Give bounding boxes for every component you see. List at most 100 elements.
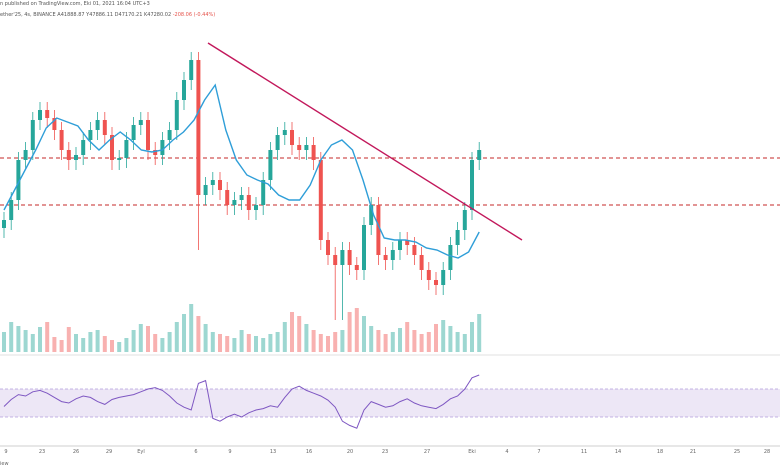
symbol-label: ether'25, 4s, BINANCE bbox=[0, 12, 56, 18]
volume-bar bbox=[434, 324, 438, 352]
volume-bar bbox=[362, 316, 366, 352]
volume-bar bbox=[441, 320, 446, 352]
volume-bar bbox=[398, 328, 402, 352]
candle-body bbox=[419, 255, 424, 270]
candle-body bbox=[311, 145, 316, 160]
volume-bar bbox=[261, 338, 266, 352]
volume-bar bbox=[477, 314, 482, 352]
x-tick-label: 4 bbox=[505, 449, 508, 455]
volume-bar bbox=[196, 316, 201, 352]
x-tick-label: 23 bbox=[39, 449, 45, 455]
candle-body bbox=[131, 125, 136, 140]
candle-body bbox=[268, 150, 273, 180]
volume-bar bbox=[74, 334, 78, 352]
volume-bar bbox=[275, 332, 280, 352]
volume-bar bbox=[311, 330, 316, 352]
x-tick-label: 21 bbox=[690, 449, 696, 455]
candle-body bbox=[66, 150, 71, 160]
candle-body bbox=[38, 110, 42, 120]
candle-body bbox=[290, 130, 294, 145]
x-tick-label: 26 bbox=[73, 449, 79, 455]
volume-bar bbox=[189, 304, 194, 352]
volume-bar bbox=[390, 332, 395, 352]
candle-body bbox=[81, 140, 86, 155]
volume-bar bbox=[412, 330, 417, 352]
candle-body bbox=[2, 220, 6, 228]
candle-body bbox=[297, 145, 302, 150]
volume-bar bbox=[23, 330, 28, 352]
candle-body bbox=[203, 185, 208, 195]
x-tick-label: 6 bbox=[194, 449, 197, 455]
candle-body bbox=[182, 80, 186, 100]
volume-bar bbox=[153, 334, 158, 352]
close-value: K47280.02 bbox=[143, 12, 172, 18]
volume-bar bbox=[167, 332, 172, 352]
volume-bar bbox=[347, 312, 352, 352]
volume-bar bbox=[254, 336, 258, 352]
candle-body bbox=[246, 195, 251, 210]
volume-bar bbox=[354, 308, 359, 352]
volume-bar bbox=[38, 327, 42, 352]
volume-bar bbox=[88, 332, 93, 352]
candle-body bbox=[110, 135, 114, 160]
candle-body bbox=[189, 60, 194, 80]
volume-bar bbox=[340, 330, 345, 352]
candle-body bbox=[347, 250, 352, 265]
volume-bar bbox=[462, 334, 467, 352]
volume-bar bbox=[138, 324, 143, 352]
candle-body bbox=[9, 200, 14, 220]
candle-body bbox=[412, 245, 417, 255]
candle-body bbox=[369, 205, 374, 225]
candle-body bbox=[477, 150, 482, 160]
x-tick-label: 7 bbox=[537, 449, 540, 455]
volume-bar bbox=[419, 334, 424, 352]
x-tick-label: 16 bbox=[306, 449, 312, 455]
volume-bar bbox=[174, 322, 179, 352]
candle-body bbox=[261, 180, 266, 205]
candle-body bbox=[333, 255, 338, 265]
candle-body bbox=[218, 180, 222, 190]
candle-body bbox=[239, 195, 244, 200]
volume-bar bbox=[448, 326, 453, 352]
candle-body bbox=[254, 205, 258, 210]
candle-body bbox=[275, 135, 280, 150]
volume-bar bbox=[426, 332, 431, 352]
ohlc-line: ether'25, 4s, BINANCE A41888.87 Y47886.1… bbox=[0, 12, 215, 18]
volume-bar bbox=[16, 326, 21, 352]
candle-body bbox=[16, 160, 21, 200]
volume-bar bbox=[225, 336, 230, 352]
volume-bar bbox=[30, 334, 35, 352]
volume-bar bbox=[95, 330, 100, 352]
candle-body bbox=[232, 200, 237, 205]
candle-body bbox=[74, 155, 78, 160]
candle-body bbox=[153, 150, 158, 155]
candle-body bbox=[354, 265, 359, 270]
volume-bar bbox=[455, 332, 460, 352]
x-tick-label: Eyl bbox=[137, 449, 145, 455]
volume-bar bbox=[383, 334, 388, 352]
trendline bbox=[207, 42, 523, 241]
volume-bar bbox=[45, 322, 50, 352]
candle-body bbox=[210, 180, 215, 185]
candle-body bbox=[405, 240, 410, 245]
x-tick-label: 20 bbox=[347, 449, 353, 455]
x-tick-label: 29 bbox=[106, 449, 112, 455]
candle-body bbox=[376, 205, 381, 255]
candle-body bbox=[117, 158, 122, 160]
volume-bar bbox=[102, 336, 107, 352]
candle-body bbox=[383, 255, 388, 260]
candle-body bbox=[102, 120, 107, 135]
candle-body bbox=[52, 118, 57, 130]
candle-body bbox=[167, 130, 172, 140]
candle-body bbox=[146, 120, 150, 150]
volume-bar bbox=[110, 340, 114, 352]
open-value: 41888.87 bbox=[60, 12, 85, 18]
candle-body bbox=[23, 150, 28, 160]
x-tick-label: Eki bbox=[468, 449, 475, 455]
volume-bar bbox=[203, 324, 208, 352]
candle-body bbox=[326, 240, 330, 255]
candle-body bbox=[304, 145, 309, 150]
volume-bar bbox=[376, 330, 381, 352]
volume-bar bbox=[246, 334, 251, 352]
